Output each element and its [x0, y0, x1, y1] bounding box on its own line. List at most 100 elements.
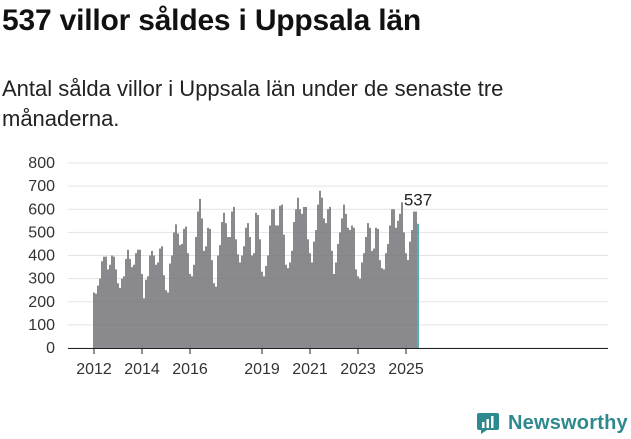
bar [141, 274, 143, 348]
bar [279, 205, 281, 348]
bar [403, 232, 405, 348]
bar [253, 253, 255, 348]
bar [283, 234, 285, 348]
newsworthy-chart-icon [477, 413, 499, 434]
bar [177, 233, 179, 348]
bar [163, 275, 165, 348]
bar [287, 268, 289, 348]
bar [173, 232, 175, 348]
y-tick-label: 100 [28, 317, 55, 334]
x-tick-label: 2025 [388, 361, 424, 378]
bar [327, 209, 329, 348]
chart-title: 537 villor såldes i Uppsala län [2, 4, 422, 37]
bar [369, 227, 371, 348]
bar [95, 293, 97, 348]
bar [117, 283, 119, 348]
bar [361, 262, 363, 348]
bar [271, 209, 273, 348]
bar [295, 209, 297, 348]
bars [93, 190, 419, 348]
bar [359, 278, 361, 348]
bar [337, 243, 339, 348]
bar [355, 269, 357, 348]
bar [309, 253, 311, 348]
bar [259, 239, 261, 348]
bar [115, 269, 117, 348]
y-tick-label: 500 [28, 224, 55, 241]
bar [315, 230, 317, 348]
bar [187, 253, 189, 348]
bar [139, 249, 141, 348]
bar [123, 276, 125, 348]
bar [237, 254, 239, 348]
bar [321, 197, 323, 348]
bar [245, 227, 247, 348]
bar [303, 206, 305, 348]
y-axis-ticks: 0 100 200 300 400 500 600 700 800 [28, 155, 55, 357]
bar [329, 206, 331, 348]
bar [229, 237, 231, 348]
bar [151, 250, 153, 348]
bar [313, 241, 315, 348]
bar [193, 264, 195, 348]
bar [201, 218, 203, 348]
bar [147, 276, 149, 348]
bar [143, 298, 145, 348]
bar [133, 264, 135, 348]
bar [221, 221, 223, 348]
bar [169, 263, 171, 348]
bar [263, 276, 265, 348]
bar [125, 258, 127, 348]
bar [239, 262, 241, 348]
bar [375, 227, 377, 348]
bar [297, 197, 299, 348]
bar [339, 232, 341, 348]
bar [189, 274, 191, 348]
bar [391, 209, 393, 348]
bar [241, 255, 243, 348]
bar [311, 262, 313, 348]
bar [413, 211, 415, 348]
bar [205, 246, 207, 348]
bar [405, 253, 407, 348]
bar [93, 292, 95, 348]
bar [385, 253, 387, 348]
bar [231, 211, 233, 348]
bar [131, 267, 133, 348]
bar [127, 249, 129, 348]
bar [207, 227, 209, 348]
bar [269, 225, 271, 348]
bar [281, 204, 283, 348]
bar [291, 250, 293, 348]
bar [381, 268, 383, 348]
bar [157, 262, 159, 348]
bar [211, 260, 213, 348]
bar [411, 230, 413, 348]
bar [203, 250, 205, 348]
bar [135, 253, 137, 348]
bar [401, 202, 403, 348]
bar [317, 204, 319, 348]
y-tick-label: 400 [28, 248, 55, 265]
chart-subtitle: Antal sålda villor i Uppsala län under d… [2, 76, 504, 131]
bar [299, 209, 301, 348]
bar [195, 237, 197, 348]
bar [257, 215, 259, 348]
bar [199, 198, 201, 348]
bar [353, 227, 355, 348]
bar [247, 223, 249, 348]
bar [301, 213, 303, 348]
bar [119, 287, 121, 348]
bar [335, 262, 337, 348]
bar [397, 220, 399, 348]
y-tick-label: 800 [28, 155, 55, 172]
bar [349, 230, 351, 348]
bar [415, 211, 417, 348]
newsworthy-logo: Newsworthy [476, 408, 628, 438]
bar [367, 223, 369, 348]
bar [165, 290, 167, 348]
y-tick-label: 0 [46, 340, 55, 357]
bar [249, 237, 251, 348]
bar [347, 227, 349, 348]
